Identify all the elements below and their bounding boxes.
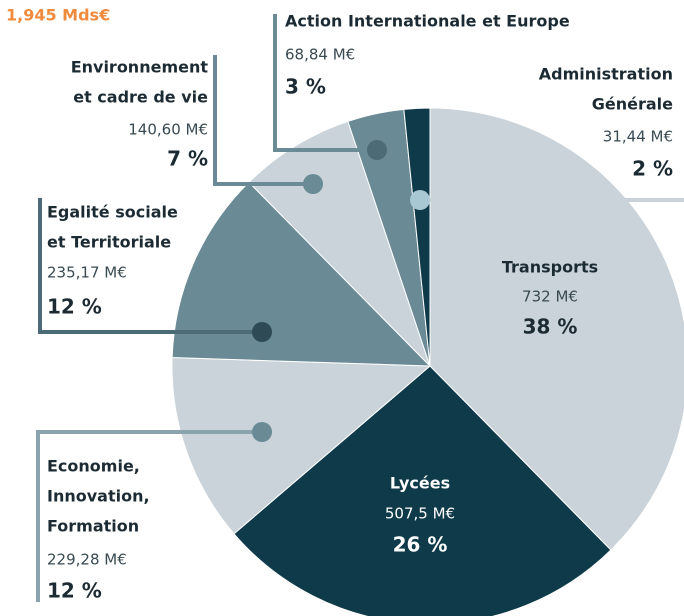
category-label: Générale <box>592 95 673 114</box>
value-label: 235,17 M€ <box>47 264 127 282</box>
value-label: 507,5 M€ <box>385 505 455 523</box>
leader-dot <box>367 140 387 160</box>
chart-title: 1,945 Mds€ <box>6 6 110 25</box>
percent-label: 7 % <box>167 147 208 171</box>
percent-label: 2 % <box>632 157 673 181</box>
value-label: 31,44 M€ <box>603 128 673 146</box>
value-label: 140,60 M€ <box>128 121 208 139</box>
category-label: et cadre de vie <box>73 88 208 107</box>
leader-dot <box>410 190 430 210</box>
category-label: Lycées <box>390 474 450 493</box>
pie-slice <box>171 357 432 535</box>
percent-label: 26 % <box>393 533 448 557</box>
category-label: et Territoriale <box>47 233 171 252</box>
category-label: Administration <box>539 65 673 84</box>
pie-slice <box>429 107 684 551</box>
category-label: Environnement <box>71 58 209 77</box>
value-label: 732 M€ <box>522 288 578 306</box>
category-label: Innovation, <box>47 487 150 506</box>
leader-line <box>213 55 313 186</box>
leader-dot <box>303 174 323 194</box>
category-label: Formation <box>47 517 139 536</box>
percent-label: 12 % <box>47 295 102 319</box>
category-label: Transports <box>502 258 598 277</box>
value-label: 68,84 M€ <box>285 46 355 64</box>
percent-label: 12 % <box>47 579 102 603</box>
percent-label: 3 % <box>285 75 326 99</box>
category-label: Action Internationale et Europe <box>285 12 570 31</box>
category-label: Egalité sociale <box>47 203 178 222</box>
leader-line <box>36 430 262 602</box>
value-label: 229,28 M€ <box>47 551 127 569</box>
leader-dot <box>252 322 272 342</box>
pie-slice <box>403 107 431 367</box>
percent-label: 38 % <box>523 315 578 339</box>
category-label: Economie, <box>47 457 140 476</box>
leader-line <box>38 198 262 334</box>
pie-slice <box>171 181 432 367</box>
leader-line <box>273 14 377 152</box>
pie-slice <box>233 365 612 616</box>
leader-dot <box>252 422 272 442</box>
